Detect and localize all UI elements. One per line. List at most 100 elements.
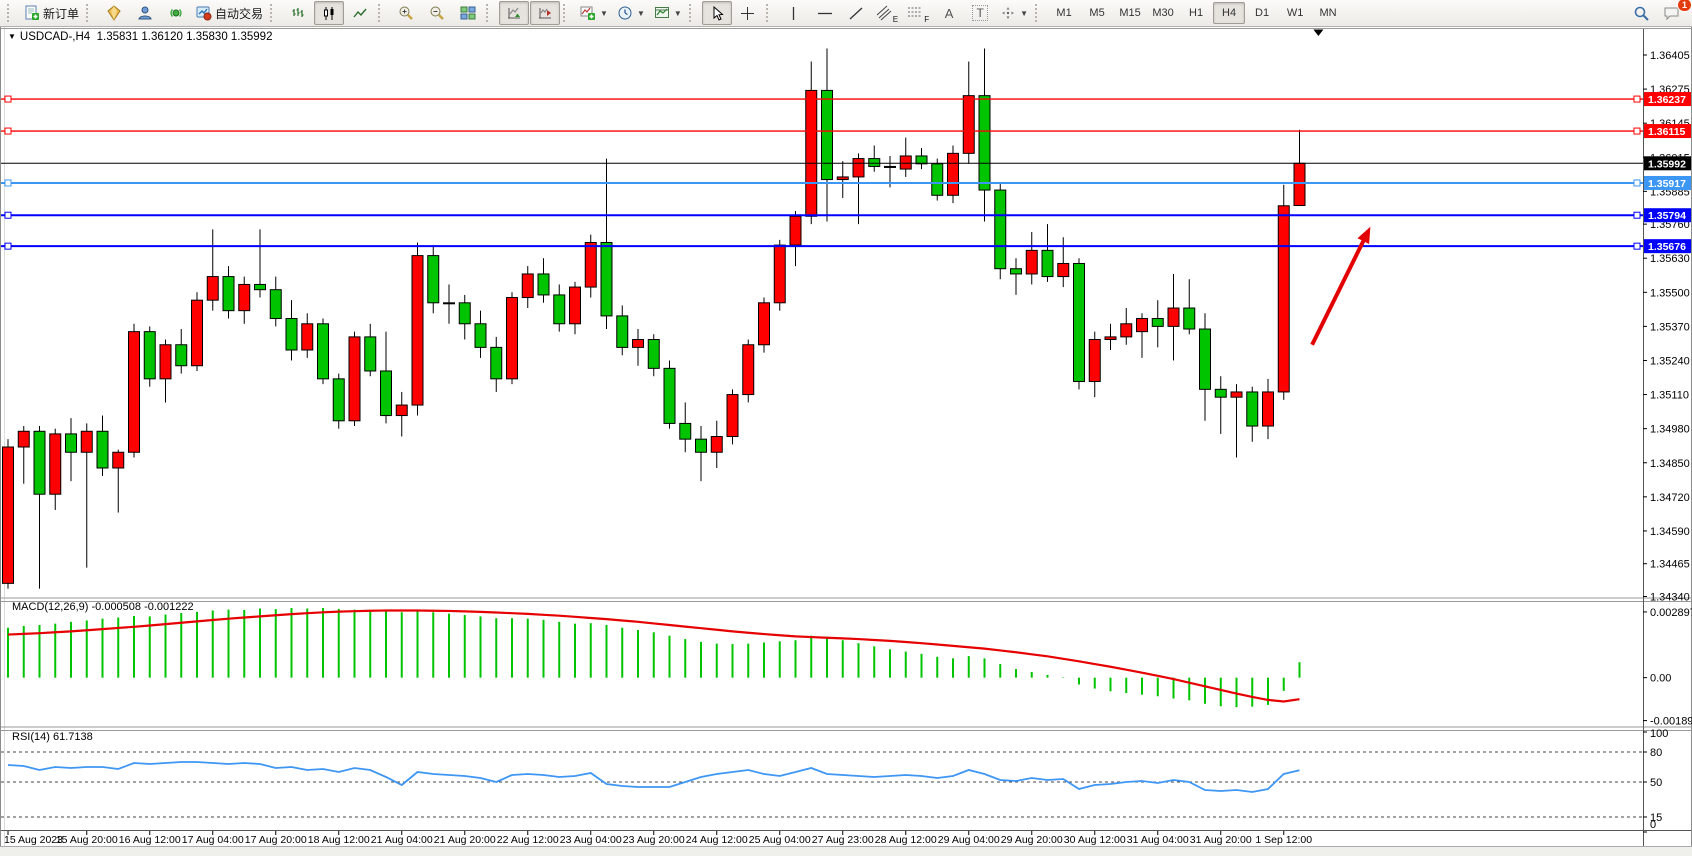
metaeditor-button[interactable] (130, 1, 160, 25)
tf-label: W1 (1286, 7, 1304, 19)
crosshair-icon (741, 6, 755, 20)
chart-shift-button[interactable] (530, 1, 561, 25)
svg-text:27 Aug 23:00: 27 Aug 23:00 (812, 834, 874, 846)
zoom-in-button[interactable] (391, 1, 421, 25)
vertical-line-button[interactable] (779, 1, 809, 25)
tf-m15-button[interactable]: M15 (1114, 2, 1146, 24)
candlestick-chart-button[interactable] (314, 1, 345, 25)
trendline-button[interactable] (841, 1, 871, 25)
horizontal-line-icon (817, 12, 832, 14)
tf-w1-button[interactable]: W1 (1279, 2, 1311, 24)
tf-h1-button[interactable]: H1 (1180, 2, 1212, 24)
tf-m30-button[interactable]: M30 (1147, 2, 1179, 24)
svg-text:30 Aug 12:00: 30 Aug 12:00 (1064, 834, 1126, 846)
vertical-line-icon (793, 6, 795, 20)
svg-text:31 Aug 20:00: 31 Aug 20:00 (1190, 834, 1252, 846)
text-label-button[interactable]: T (965, 1, 995, 25)
svg-text:23 Aug 04:00: 23 Aug 04:00 (560, 834, 622, 846)
arrows-icon (1002, 7, 1015, 19)
signals-button[interactable] (161, 1, 191, 25)
cursor-button[interactable] (701, 1, 732, 25)
macd-signal-line (7, 609, 1300, 703)
chevron-down-icon: ▼ (636, 8, 645, 18)
template-icon (654, 7, 669, 18)
zoom-out-icon (430, 6, 444, 20)
search-button[interactable] (1626, 1, 1656, 25)
candlestick-series[interactable] (2, 48, 1306, 589)
crosshair-button[interactable] (733, 1, 763, 25)
tf-label: MN (1319, 7, 1337, 19)
bar-chart-icon (292, 7, 304, 17)
new-order-button[interactable]: 新订单 (20, 1, 83, 25)
svg-text:1.36115: 1.36115 (1648, 126, 1686, 138)
templates-button[interactable]: ▼ (650, 1, 686, 25)
tile-windows-button[interactable] (453, 1, 483, 25)
svg-text:1.35630: 1.35630 (1650, 253, 1690, 265)
horizontal-line-objects[interactable] (1, 95, 1643, 250)
svg-text:1 Sep 12:00: 1 Sep 12:00 (1255, 834, 1312, 846)
periods-button[interactable]: ▼ (613, 1, 649, 25)
price-labels: 1.36237 1.36115 1.35917 1.35794 1.35676 1.359… (1644, 92, 1691, 254)
toolbar-grip (563, 4, 571, 22)
tf-m1-button[interactable]: M1 (1048, 2, 1080, 24)
tf-m5-button[interactable]: M5 (1081, 2, 1113, 24)
toolbar-grip (270, 4, 278, 22)
auto-trading-button[interactable]: 自动交易 (192, 1, 267, 25)
toolbar-grip (486, 4, 494, 22)
chevron-down-icon: ▼ (1020, 8, 1029, 18)
svg-text:15 Aug 20:00: 15 Aug 20:00 (56, 834, 118, 846)
text-label-icon: T (972, 5, 988, 21)
svg-text:23 Aug 20:00: 23 Aug 20:00 (623, 834, 685, 846)
zoom-in-icon (399, 6, 413, 20)
tf-d1-button[interactable]: D1 (1246, 2, 1278, 24)
line-chart-button[interactable] (345, 1, 375, 25)
svg-text:24 Aug 12:00: 24 Aug 12:00 (686, 834, 748, 846)
chart-canvas[interactable]: 1.364051.362751.361451.360151.358851.357… (0, 27, 1692, 856)
svg-text:22 Aug 12:00: 22 Aug 12:00 (497, 834, 559, 846)
indicators-icon (580, 6, 596, 20)
fibonacci-icon (908, 7, 923, 17)
toolbar-grip (7, 4, 15, 22)
rsi-pane[interactable] (1, 751, 1643, 818)
rsi-line (7, 761, 1300, 793)
text-tool-icon: A (944, 5, 954, 21)
svg-text:1.34465: 1.34465 (1650, 559, 1690, 571)
annotation-arrow[interactable] (1310, 226, 1371, 346)
svg-text:1.34720: 1.34720 (1650, 492, 1690, 504)
svg-text:1.34340: 1.34340 (1650, 591, 1690, 603)
horizontal-line-button[interactable] (810, 1, 840, 25)
rsi-axis: 100 80 50 150 (1643, 728, 1668, 833)
notification-badge: 1 (1676, 0, 1692, 12)
indicators-button[interactable]: ▼ (576, 1, 612, 25)
fibonacci-button[interactable]: F (903, 1, 933, 25)
tf-label: M30 (1152, 7, 1174, 19)
svg-text:50: 50 (1650, 777, 1662, 789)
text-tool-button[interactable]: A (934, 1, 964, 25)
bar-chart-button[interactable] (283, 1, 313, 25)
notifications-button[interactable]: 1 (1657, 0, 1692, 25)
tf-label: M5 (1089, 7, 1105, 19)
svg-text:1.35500: 1.35500 (1650, 287, 1690, 299)
tf-label: H4 (1222, 7, 1237, 19)
shift-marker-icon (1313, 29, 1324, 36)
main-toolbar: 新订单 自动交易 ▼ (0, 0, 1692, 27)
auto-scroll-button[interactable] (499, 1, 530, 25)
svg-text:1.35370: 1.35370 (1650, 321, 1690, 333)
macd-pane[interactable] (7, 607, 1301, 708)
svg-text:21 Aug 04:00: 21 Aug 04:00 (371, 834, 433, 846)
community-button[interactable] (99, 1, 129, 25)
svg-text:1.34980: 1.34980 (1650, 424, 1690, 436)
gem-icon (107, 5, 121, 21)
svg-text:1.35992: 1.35992 (1648, 158, 1686, 170)
tf-h4-button[interactable]: H4 (1213, 2, 1246, 24)
line-chart-icon (352, 8, 367, 17)
equidistant-channel-button[interactable]: E (872, 1, 902, 25)
tf-mn-button[interactable]: MN (1312, 2, 1344, 24)
svg-text:16 Aug 12:00: 16 Aug 12:00 (119, 834, 181, 846)
clock-icon (618, 6, 632, 20)
arrows-tool-button[interactable]: ▼ (996, 1, 1032, 25)
svg-text:18 Aug 12:00: 18 Aug 12:00 (308, 834, 370, 846)
zoom-out-button[interactable] (422, 1, 452, 25)
